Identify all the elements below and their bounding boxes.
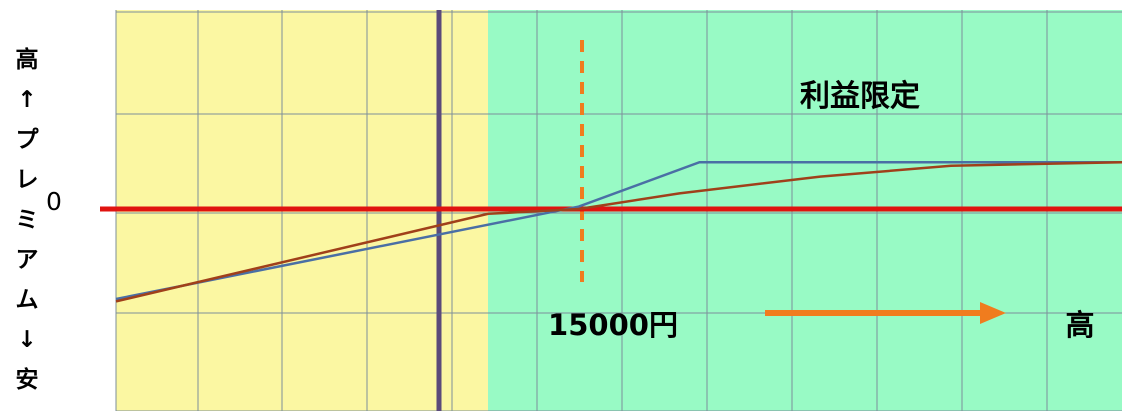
y-axis-char: ↑: [17, 87, 37, 113]
y-axis-char: 安: [15, 367, 39, 393]
series-line-2: [115, 160, 1122, 303]
zero-label: 0: [46, 187, 62, 216]
x-high-label: 高: [1065, 308, 1094, 342]
y-axis-char: ミ: [15, 207, 39, 233]
y-axis-label: 高 ↑ プ レ ミ ア ム ↓ 安: [9, 40, 45, 400]
y-axis-char: レ: [15, 167, 39, 193]
y-axis-char: ム: [15, 287, 39, 313]
y-axis-char: ア: [15, 247, 39, 273]
y-axis-char: プ: [15, 127, 39, 153]
y-axis-char: ↓: [17, 327, 37, 353]
arrow-head-icon: [980, 302, 1006, 324]
region-label: 利益限定: [800, 79, 920, 114]
series-group: [115, 160, 1122, 303]
y-axis-char: 高: [15, 47, 39, 73]
strike-label: 15000円: [548, 308, 678, 342]
series-line-1: [115, 160, 1122, 301]
